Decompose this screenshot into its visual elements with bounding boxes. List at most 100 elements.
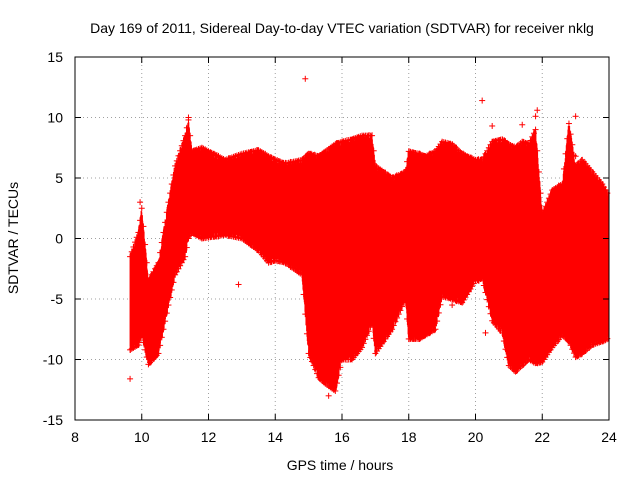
data-point <box>370 335 377 342</box>
data-point <box>155 259 162 266</box>
data-point <box>145 277 152 284</box>
data-point <box>135 229 142 236</box>
data-point <box>600 184 607 191</box>
data-point <box>128 248 135 255</box>
data-point <box>569 141 576 148</box>
data-point <box>185 235 192 242</box>
data-point <box>308 358 315 365</box>
data-point <box>167 294 174 301</box>
chart-title: Day 169 of 2011, Sidereal Day-to-day VTE… <box>90 20 594 36</box>
data-point <box>183 124 190 131</box>
x-tick-label: 8 <box>71 429 79 445</box>
data-point <box>162 318 169 325</box>
data-point <box>147 274 154 281</box>
data-point <box>534 147 541 154</box>
data-point <box>307 354 314 361</box>
outlier-point <box>137 199 144 206</box>
data-point <box>155 350 162 357</box>
data-point <box>162 219 169 226</box>
data-point <box>532 126 539 133</box>
data-point <box>479 156 486 163</box>
data-point <box>305 350 312 357</box>
data-point <box>170 171 177 178</box>
data-point <box>173 157 180 164</box>
x-axis-label: GPS time / hours <box>287 457 394 473</box>
data-point <box>485 303 492 310</box>
data-point <box>152 265 159 272</box>
x-tick-label: 18 <box>401 429 417 445</box>
data-point <box>173 268 180 275</box>
data-point <box>182 132 189 139</box>
data-point <box>127 253 134 260</box>
outlier-point <box>532 113 539 120</box>
outlier-point <box>302 75 309 82</box>
data-point <box>434 318 441 325</box>
data-point <box>562 150 569 157</box>
data-point <box>337 364 344 371</box>
data-point <box>392 318 399 325</box>
data-point <box>395 311 402 318</box>
data-point <box>178 259 185 266</box>
data-point <box>168 181 175 188</box>
data-point <box>569 346 576 353</box>
data-point <box>177 262 184 269</box>
y-tick-label: -5 <box>51 291 64 307</box>
data-point <box>367 324 374 331</box>
data-point <box>437 301 444 308</box>
data-point <box>539 211 546 218</box>
data-point <box>480 153 487 160</box>
data-point <box>404 158 411 165</box>
data-point <box>535 168 542 175</box>
data-point <box>402 296 409 302</box>
data-point <box>158 239 165 246</box>
data-point <box>404 315 411 322</box>
outlier-point <box>475 277 482 284</box>
data-point <box>484 147 491 154</box>
data-point <box>140 339 147 346</box>
data-point <box>529 133 536 140</box>
y-tick-label: 10 <box>47 110 63 126</box>
data-point <box>312 366 319 373</box>
data-point <box>567 342 574 349</box>
x-tick-label: 16 <box>334 429 350 445</box>
data-point <box>570 350 577 357</box>
data-point <box>499 329 506 336</box>
data-point <box>370 147 377 154</box>
data-point <box>137 337 144 344</box>
data-point <box>177 147 184 154</box>
data-point <box>170 279 177 286</box>
data-point <box>142 241 149 248</box>
data-point <box>565 120 572 127</box>
data-point <box>502 346 509 353</box>
data-point <box>165 302 172 309</box>
data-point <box>310 362 317 369</box>
data-series <box>127 75 611 399</box>
data-point <box>527 137 534 144</box>
data-point <box>333 380 340 387</box>
data-point <box>397 307 404 314</box>
data-point <box>540 207 547 214</box>
outlier-point <box>235 281 242 288</box>
outlier-point <box>572 153 579 160</box>
y-tick-label: 5 <box>55 170 63 186</box>
data-point <box>313 370 320 377</box>
data-point <box>158 334 165 341</box>
outlier-point <box>489 122 496 129</box>
x-tick-label: 14 <box>267 429 283 445</box>
data-point <box>160 229 167 236</box>
data-point <box>165 199 172 206</box>
data-point <box>500 338 507 345</box>
data-point <box>137 217 144 224</box>
y-tick-label: -15 <box>43 412 63 428</box>
outlier-point <box>127 375 134 382</box>
data-point <box>172 271 179 278</box>
outlier-point <box>534 107 541 114</box>
data-point <box>389 326 396 333</box>
data-point <box>394 314 401 321</box>
data-point <box>180 256 187 263</box>
data-point <box>150 268 157 275</box>
data-point <box>138 205 145 212</box>
data-point <box>187 132 194 139</box>
data-point <box>485 144 492 151</box>
